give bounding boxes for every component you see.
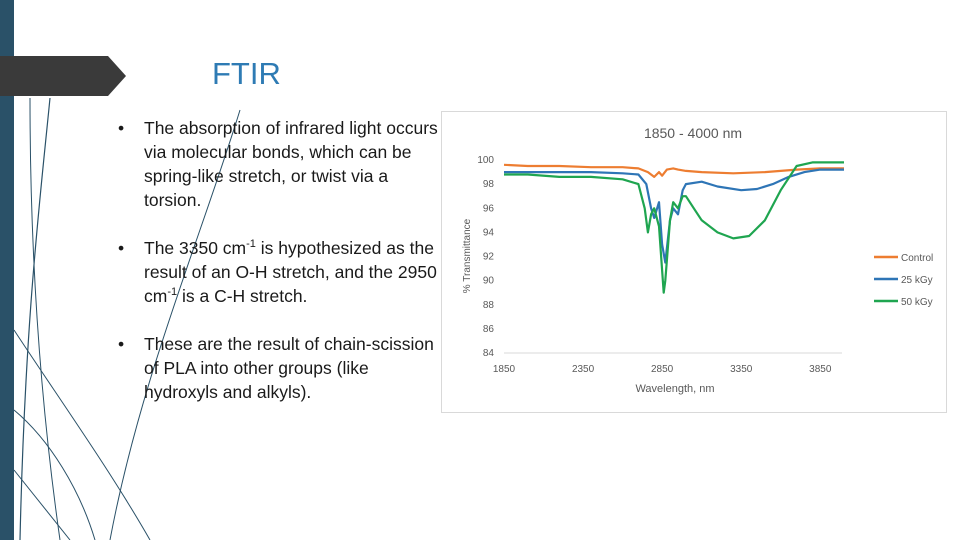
bullet-symbol: • <box>118 118 125 138</box>
ftir-chart: 1850 - 4000 nm % Transmittance Wavelengt… <box>441 111 947 413</box>
y-tick-label: 88 <box>483 300 495 311</box>
bullet-text-part: is a C-H stretch. <box>177 286 308 306</box>
bullet-item-2: • The 3350 cm-1 is hypothesized as the r… <box>118 236 438 308</box>
y-tick-label: 100 <box>477 155 494 166</box>
y-tick-label: 94 <box>483 227 495 238</box>
bullet-symbol: • <box>118 238 125 258</box>
bullet-symbol: • <box>118 334 125 354</box>
bullet-text: These are the result of chain-scission o… <box>144 334 434 402</box>
x-tick-label: 2350 <box>572 364 595 375</box>
series-line-control <box>503 163 844 178</box>
y-axis-label: % Transmittance <box>462 218 473 293</box>
bullet-item-3: • These are the result of chain-scission… <box>118 332 438 404</box>
y-tick-label: 90 <box>483 276 495 287</box>
y-tick-label: 86 <box>483 324 495 335</box>
y-tick-label: 84 <box>483 348 495 359</box>
superscript: -1 <box>167 286 178 299</box>
bullet-text: The absorption of infrared light occurs … <box>144 118 438 210</box>
x-axis-label: Wavelength, nm <box>635 383 714 395</box>
x-tick-label: 3350 <box>730 364 753 375</box>
x-tick-label: 3850 <box>809 364 832 375</box>
y-tick-label: 96 <box>483 203 495 214</box>
legend-label: 50 kGy <box>901 297 933 308</box>
title-band <box>0 56 126 96</box>
chart-title: 1850 - 4000 nm <box>644 125 742 141</box>
y-tick-label: 98 <box>483 179 495 190</box>
series-line-25-kgy <box>504 168 844 264</box>
legend-label: 25 kGy <box>901 275 933 286</box>
bullet-text-part: is hypothesized as the result of an O-H … <box>144 238 437 306</box>
legend-label: Control <box>901 253 933 264</box>
y-tick-label: 92 <box>483 252 495 263</box>
slide-title: FTIR <box>212 56 281 91</box>
accent-bar <box>0 0 14 540</box>
superscript: -1 <box>246 238 256 251</box>
decorative-lines <box>13 97 241 540</box>
bullet-item-1: • The absorption of infrared light occur… <box>118 116 438 212</box>
series-line-50-kgy <box>504 161 844 294</box>
bullet-list: • The absorption of infrared light occur… <box>118 116 438 428</box>
x-tick-label: 2850 <box>651 364 674 375</box>
bullet-text-part: The 3350 cm <box>144 238 247 258</box>
x-tick-label: 1850 <box>493 364 516 375</box>
chart-svg: 1850 - 4000 nm % Transmittance Wavelengt… <box>462 125 933 395</box>
